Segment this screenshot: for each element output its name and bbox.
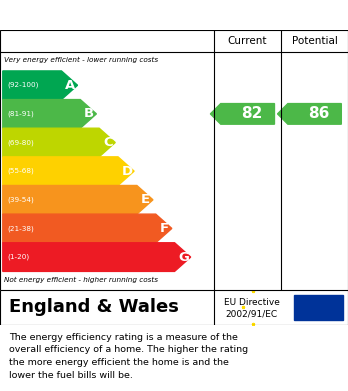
Text: (55-68): (55-68) — [7, 168, 34, 174]
Polygon shape — [3, 71, 78, 100]
Text: (21-38): (21-38) — [7, 225, 34, 232]
Text: Not energy efficient - higher running costs: Not energy efficient - higher running co… — [4, 277, 158, 283]
Bar — [294, 295, 343, 320]
Text: (81-91): (81-91) — [7, 111, 34, 117]
Text: (1-20): (1-20) — [7, 254, 29, 260]
Text: 82: 82 — [241, 106, 262, 121]
Text: D: D — [121, 165, 133, 178]
Polygon shape — [211, 104, 275, 124]
Polygon shape — [3, 243, 191, 271]
Text: 86: 86 — [308, 106, 329, 121]
Text: B: B — [84, 108, 94, 120]
Text: Very energy efficient - lower running costs: Very energy efficient - lower running co… — [4, 57, 158, 63]
Text: F: F — [160, 222, 169, 235]
Polygon shape — [277, 104, 341, 124]
Polygon shape — [3, 157, 134, 185]
Text: (39-54): (39-54) — [7, 197, 34, 203]
Text: A: A — [65, 79, 76, 92]
Text: (92-100): (92-100) — [7, 82, 38, 88]
Text: England & Wales: England & Wales — [9, 298, 179, 316]
Polygon shape — [3, 185, 153, 214]
Text: 2002/91/EC: 2002/91/EC — [226, 310, 278, 319]
Polygon shape — [3, 214, 172, 243]
Text: G: G — [178, 251, 189, 264]
Polygon shape — [3, 100, 96, 128]
Text: The energy efficiency rating is a measure of the
overall efficiency of a home. T: The energy efficiency rating is a measur… — [9, 332, 248, 380]
Text: (69-80): (69-80) — [7, 139, 34, 146]
Text: Potential: Potential — [292, 36, 338, 46]
Text: C: C — [103, 136, 113, 149]
Text: EU Directive: EU Directive — [224, 298, 279, 307]
Text: Current: Current — [228, 36, 267, 46]
Polygon shape — [3, 128, 115, 157]
Text: Energy Efficiency Rating: Energy Efficiency Rating — [9, 7, 219, 23]
Text: E: E — [141, 193, 150, 206]
